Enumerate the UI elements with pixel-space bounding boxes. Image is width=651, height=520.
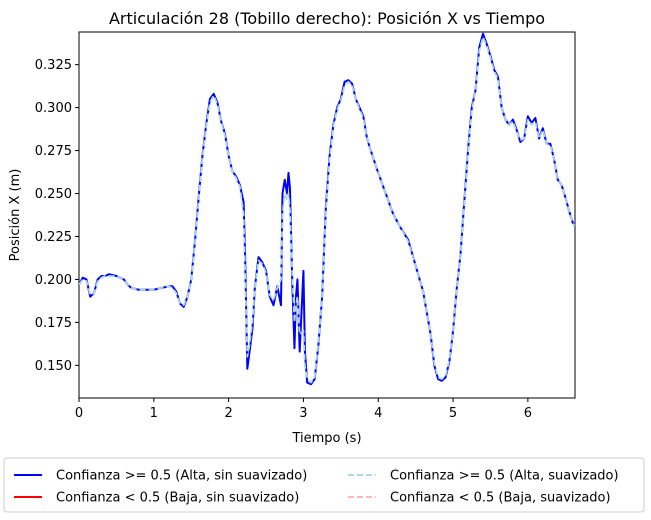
legend-box — [3, 457, 645, 513]
legend: Confianza >= 0.5 (Alta, sin suavizado) Co… — [3, 457, 645, 513]
x-tick-label: 4 — [374, 406, 382, 421]
x-tick-label: 0 — [75, 406, 83, 421]
y-tick-label: 0.300 — [35, 101, 72, 116]
x-ticks: 0 1 2 3 4 5 6 — [75, 398, 532, 421]
legend-label: Confianza < 0.5 (Baja, sin suavizado) — [56, 491, 299, 506]
series-line-1 — [79, 32, 575, 386]
y-axis-label: Posición X (m) — [8, 169, 23, 262]
legend-label: Confianza < 0.5 (Baja, suavizado) — [390, 491, 611, 506]
y-tick-label: 0.325 — [35, 58, 72, 73]
legend-label: Confianza >= 0.5 (Alta, suavizado) — [390, 469, 619, 484]
y-ticks: 0.150 0.175 0.200 0.225 0.250 0.275 0.300 0.325 — [35, 58, 79, 374]
x-tick-label: 6 — [524, 406, 532, 421]
y-tick-label: 0.175 — [35, 316, 72, 331]
series-line-2 — [79, 36, 575, 384]
axes-frame — [78, 31, 576, 399]
y-tick-label: 0.275 — [35, 144, 72, 159]
x-tick-label: 2 — [224, 406, 232, 421]
chart-title: Articulación 28 (Tobillo derecho): Posic… — [109, 9, 545, 28]
y-tick-label: 0.250 — [35, 187, 72, 202]
x-tick-label: 3 — [299, 406, 307, 421]
y-tick-label: 0.225 — [35, 230, 72, 245]
legend-label: Confianza >= 0.5 (Alta, sin suavizado) — [56, 469, 307, 484]
y-tick-label: 0.150 — [35, 359, 72, 374]
x-axis-label: Tiempo (s) — [291, 431, 361, 446]
legend-entries: Confianza >= 0.5 (Alta, sin suavizado) Co… — [14, 469, 619, 506]
x-tick-label: 1 — [150, 406, 158, 421]
x-tick-label: 5 — [449, 406, 457, 421]
y-tick-label: 0.200 — [35, 273, 72, 288]
series-layer — [79, 32, 575, 386]
